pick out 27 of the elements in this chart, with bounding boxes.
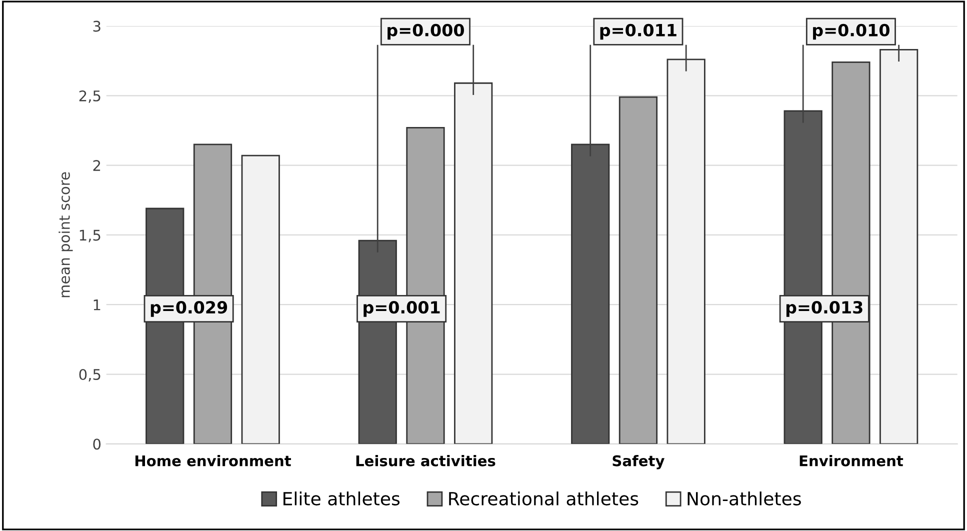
x-tick-label: Safety (612, 455, 664, 470)
y-tick-label: 0,5 (79, 368, 100, 382)
bar (666, 58, 706, 444)
y-tick-label: 0 (93, 438, 101, 450)
legend-label: Elite athletes (284, 492, 400, 506)
x-tick-label: Environment (800, 455, 904, 466)
y-axis-title: mean point score (58, 172, 73, 298)
x-tick-label: Home environment (135, 455, 292, 466)
bar (454, 82, 493, 444)
annotation: p=0.000 (388, 24, 464, 40)
legend-label: Non-athletes (688, 492, 801, 506)
annotation: p=0.013 (786, 301, 862, 317)
legend-label: Recreational athletes (449, 492, 638, 506)
y-tick-label: 2 (93, 160, 100, 171)
annotation: p=0.010 (813, 24, 890, 40)
y-tick-label: 2,5 (79, 90, 100, 103)
y-tick-label: 1 (94, 300, 100, 310)
x-tick-label: Leisure activities (356, 455, 496, 466)
bar (880, 49, 918, 444)
bar (618, 96, 658, 444)
y-tick-label: 1,5 (80, 230, 100, 242)
annotation: p=0.011 (600, 24, 676, 40)
bar (241, 154, 280, 444)
annotation: p=0.001 (364, 301, 440, 317)
y-tick-label: 3 (93, 20, 100, 32)
bar (571, 144, 610, 444)
annotation: p=0.029 (150, 301, 228, 317)
